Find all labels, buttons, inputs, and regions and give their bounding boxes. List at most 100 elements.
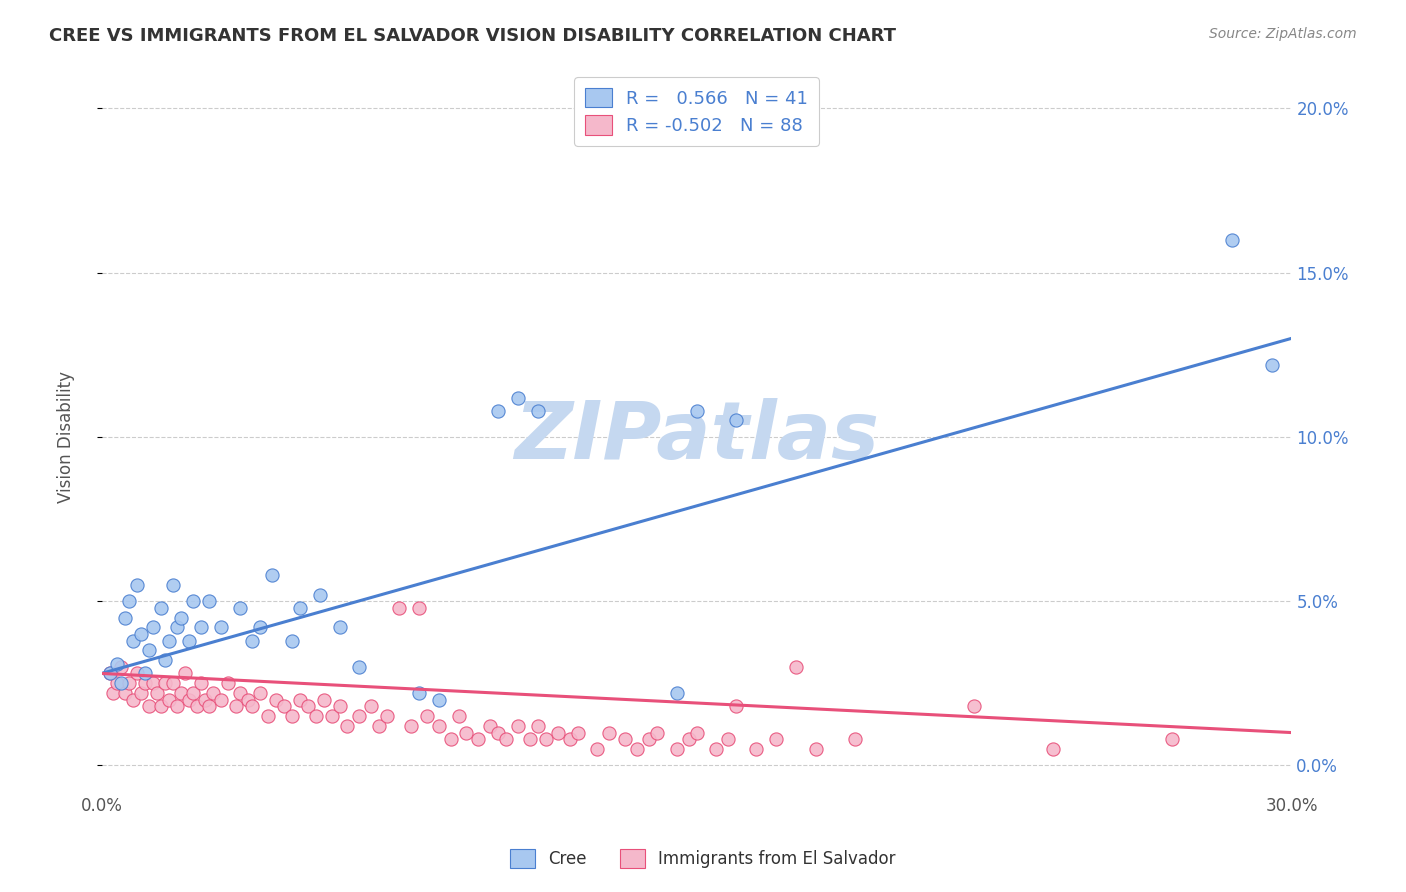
Point [527,403,550,417]
Point [375,709,398,723]
Point [717,732,740,747]
Point [368,719,391,733]
Point [127,578,149,592]
Point [328,620,350,634]
Point [456,725,478,739]
Point [665,742,688,756]
Point [98,666,121,681]
Point [264,692,287,706]
Point [704,742,727,756]
Point [107,657,129,671]
Point [114,686,136,700]
Point [447,709,470,723]
Point [103,686,125,700]
Point [162,676,184,690]
Text: CREE VS IMMIGRANTS FROM EL SALVADOR VISION DISABILITY CORRELATION CHART: CREE VS IMMIGRANTS FROM EL SALVADOR VISI… [49,27,896,45]
Text: ZIPatlas: ZIPatlas [515,398,879,476]
Point [678,732,700,747]
Point [170,686,193,700]
Text: Source: ZipAtlas.com: Source: ZipAtlas.com [1209,27,1357,41]
Point [225,699,247,714]
Point [844,732,866,747]
Point [118,676,141,690]
Point [349,709,371,723]
Point [328,699,350,714]
Point [197,594,219,608]
Point [166,620,188,634]
Point [745,742,768,756]
Point [197,699,219,714]
Point [150,699,173,714]
Point [399,719,422,733]
Point [685,403,707,417]
Point [785,660,807,674]
Point [506,391,529,405]
Point [229,686,252,700]
Point [479,719,502,733]
Point [321,709,343,723]
Point [519,732,541,747]
Point [107,676,129,690]
Point [534,732,557,747]
Point [201,686,224,700]
Point [804,742,827,756]
Point [162,578,184,592]
Point [725,413,748,427]
Y-axis label: Vision Disability: Vision Disability [58,371,75,503]
Point [157,692,180,706]
Point [388,600,411,615]
Point [308,588,330,602]
Point [1042,742,1064,756]
Point [547,725,569,739]
Point [273,699,295,714]
Point [1260,358,1282,372]
Point [360,699,382,714]
Point [506,719,529,733]
Point [416,709,439,723]
Point [122,692,145,706]
Point [288,692,311,706]
Point [240,699,263,714]
Point [765,732,787,747]
Point [257,709,280,723]
Point [349,660,371,674]
Point [336,719,359,733]
Point [150,600,173,615]
Point [586,742,609,756]
Point [170,610,193,624]
Point [142,620,165,634]
Point [614,732,637,747]
Point [297,699,319,714]
Point [110,660,132,674]
Point [157,633,180,648]
Point [122,633,145,648]
Point [129,686,152,700]
Point [190,676,212,690]
Legend: Cree, Immigrants from El Salvador: Cree, Immigrants from El Salvador [503,843,903,875]
Point [249,686,271,700]
Point [142,676,165,690]
Point [238,692,260,706]
Point [98,666,121,681]
Point [110,676,132,690]
Point [665,686,688,700]
Point [558,732,581,747]
Point [194,692,217,706]
Point [209,692,232,706]
Point [177,633,200,648]
Point [186,699,208,714]
Point [181,686,204,700]
Point [240,633,263,648]
Point [305,709,328,723]
Point [1220,233,1243,247]
Point [638,732,661,747]
Point [173,666,195,681]
Point [312,692,335,706]
Point [486,403,509,417]
Point [114,610,136,624]
Point [146,686,169,700]
Point [427,692,450,706]
Point [118,594,141,608]
Point [495,732,517,747]
Point [138,699,160,714]
